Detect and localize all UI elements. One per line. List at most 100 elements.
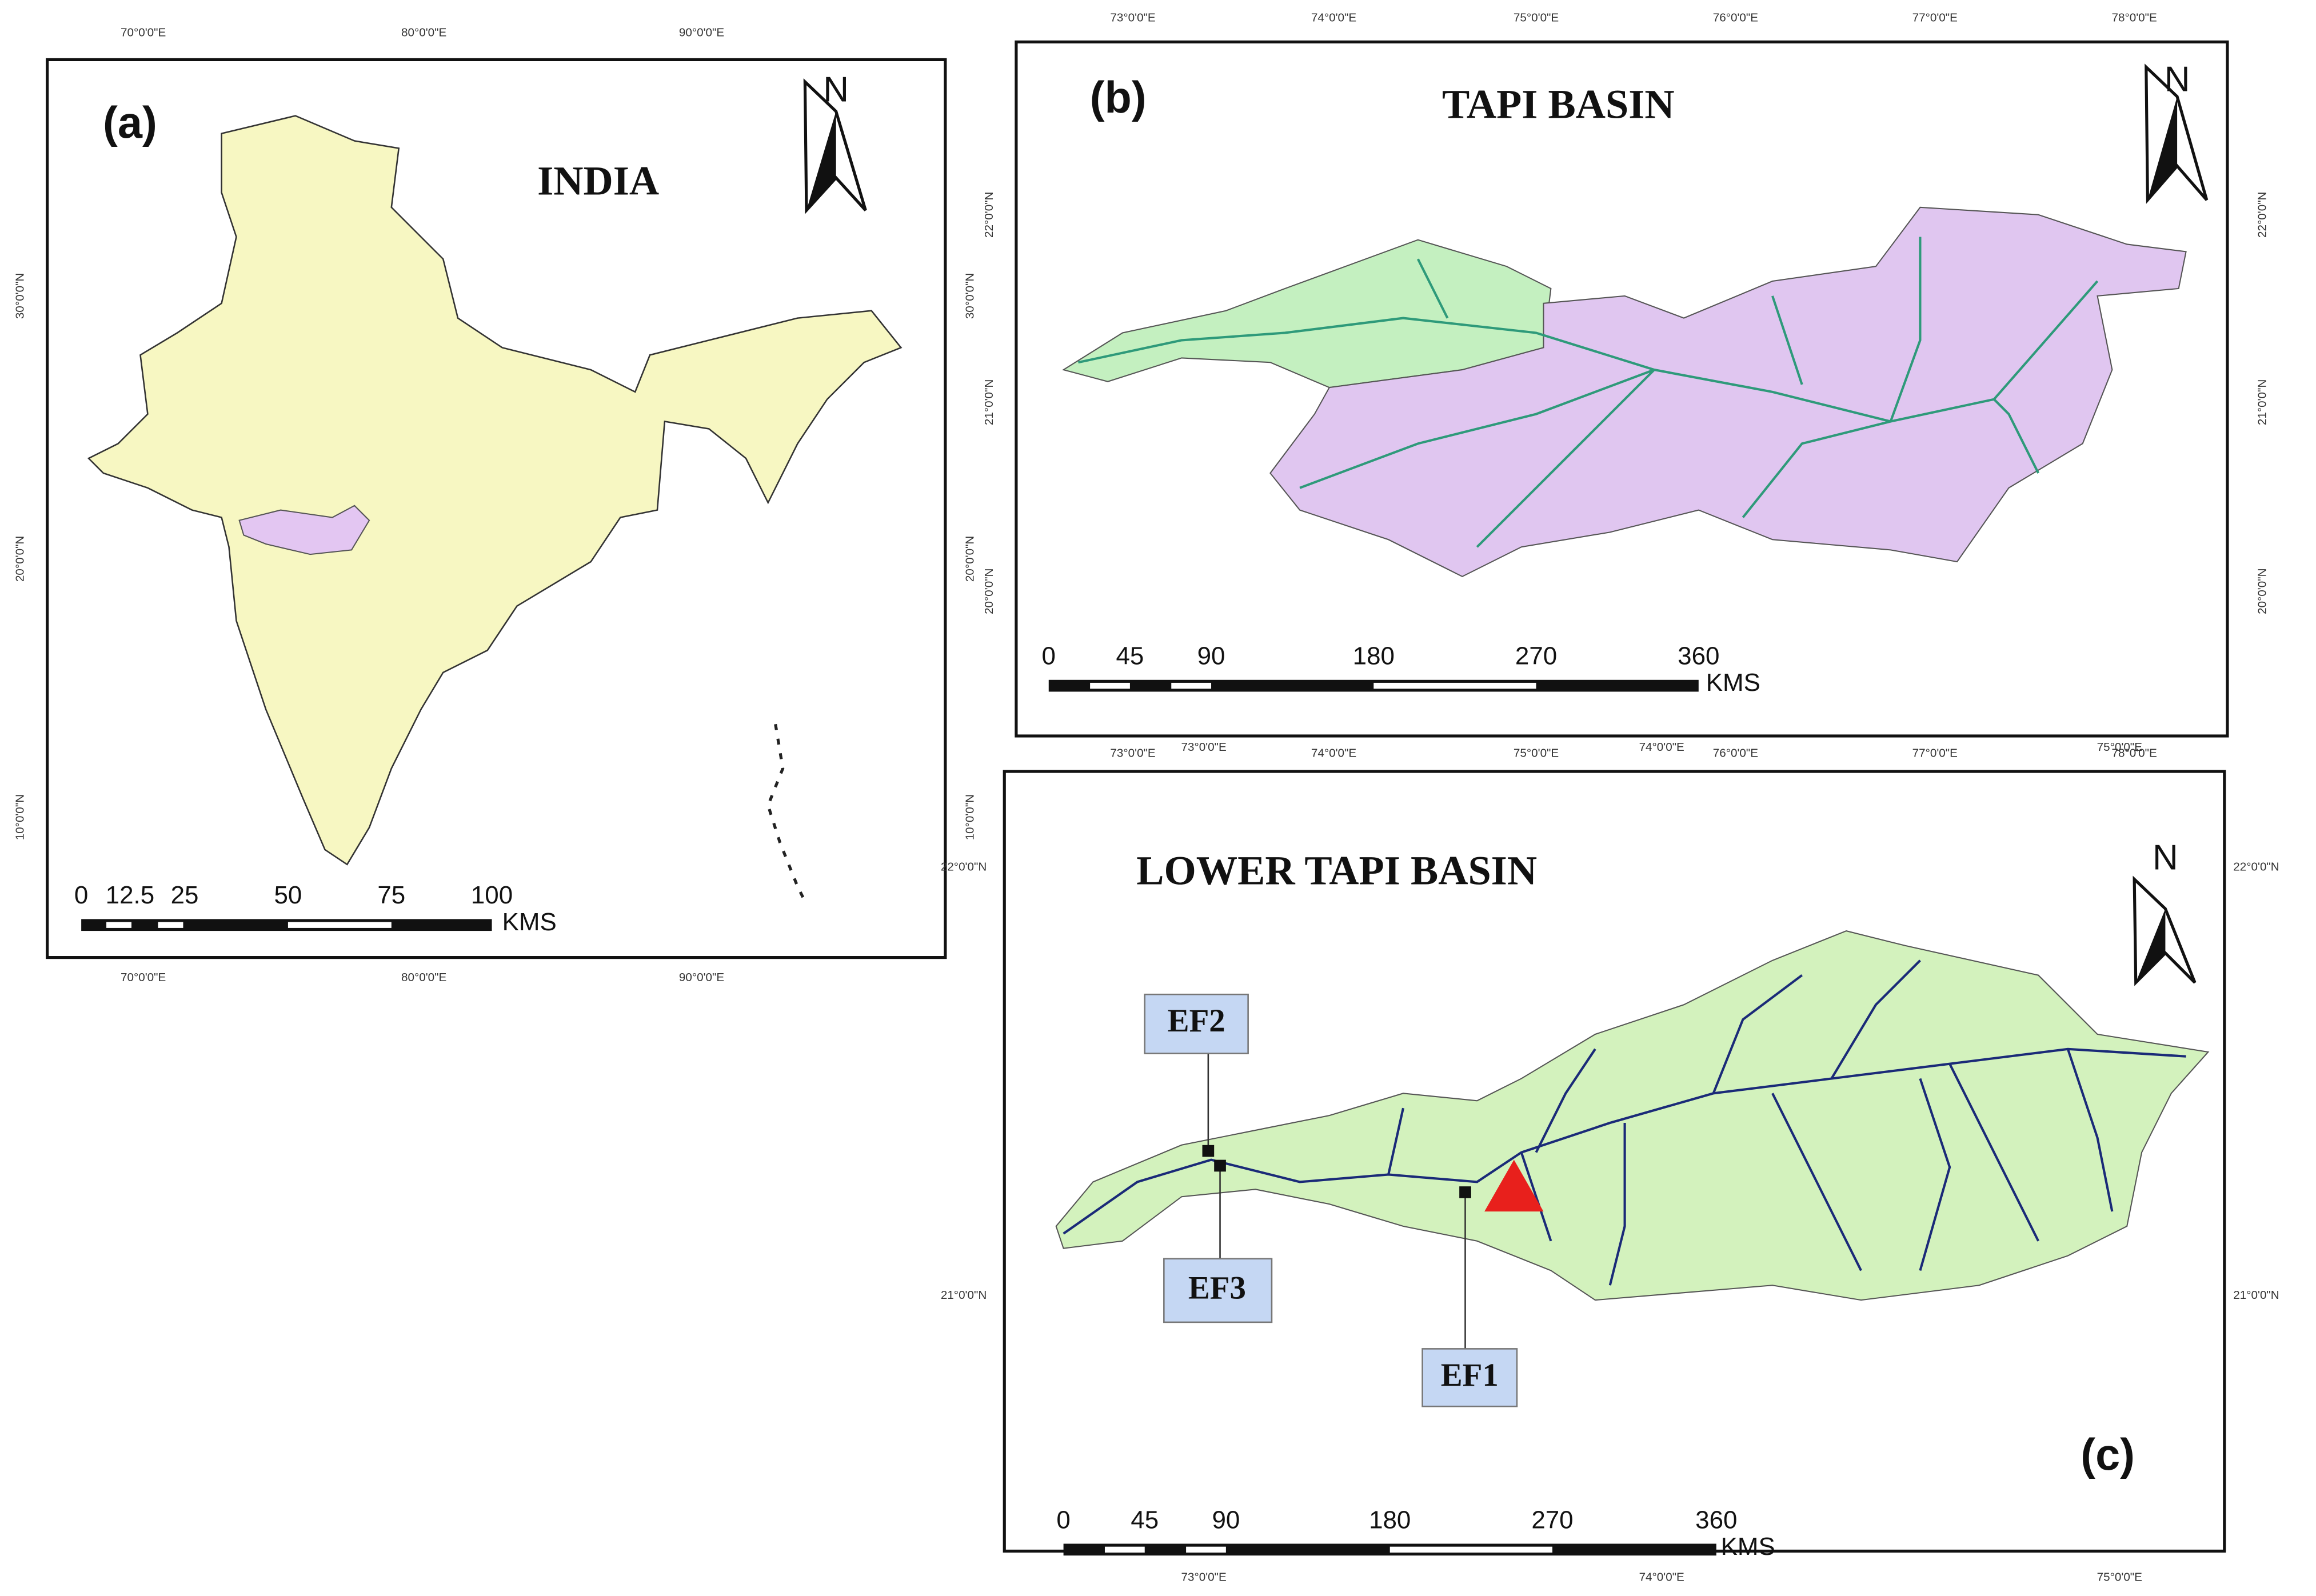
main-river-b bbox=[1078, 280, 2099, 423]
scale-bar-b-seg bbox=[1373, 682, 1536, 689]
lon-label-bottom: 73°0'0"E bbox=[1181, 1570, 1226, 1583]
panel-label: (c) bbox=[2081, 1430, 2135, 1479]
tapi-location bbox=[238, 505, 370, 555]
lat-label-right: 20°0'0"N bbox=[2255, 569, 2269, 614]
scale-bar-c-seg bbox=[1389, 1546, 1552, 1553]
scale-bar-c-seg bbox=[1104, 1546, 1145, 1553]
lon-label-top: 76°0'0"E bbox=[1713, 11, 1758, 25]
scale-bar-a-seg bbox=[106, 922, 131, 928]
scale-unit: KMS bbox=[1706, 669, 1760, 697]
tributaries-b bbox=[1299, 237, 2040, 548]
scale-label: 180 bbox=[1353, 642, 1395, 670]
scale-label: 270 bbox=[1515, 642, 1557, 670]
scale-unit: KMS bbox=[502, 908, 557, 936]
lon-label-top: 73°0'0"E bbox=[1181, 741, 1226, 754]
panel-title: LOWER TAPI BASIN bbox=[1136, 847, 1537, 893]
station-label: EF2 bbox=[1168, 1003, 1225, 1039]
lat-label-right: 30°0'0"N bbox=[963, 273, 976, 319]
lon-label-top: 74°0'0"E bbox=[1639, 741, 1684, 754]
lat-label-left: 21°0'0"N bbox=[941, 1289, 987, 1302]
scale-label: 0 bbox=[74, 881, 88, 909]
lon-label-bottom: 78°0'0"E bbox=[2112, 746, 2157, 759]
lat-label-left: 10°0'0"N bbox=[14, 794, 27, 840]
scale-label: 90 bbox=[1197, 642, 1225, 670]
lat-label-right: 22°0'0"N bbox=[2233, 860, 2279, 873]
panel-label: (a) bbox=[103, 98, 157, 147]
scale-label: 25 bbox=[171, 881, 199, 909]
lower-basin bbox=[1269, 206, 2187, 578]
lon-label-top: 75°0'0"E bbox=[1514, 11, 1559, 25]
panel-title: TAPI BASIN bbox=[1442, 81, 1675, 127]
lat-label-left: 20°0'0"N bbox=[983, 569, 996, 614]
lon-label-bottom: 76°0'0"E bbox=[1713, 746, 1758, 759]
rivers-b bbox=[1078, 237, 2099, 548]
scale-unit: KMS bbox=[1721, 1533, 1775, 1561]
lon-label-bottom: 75°0'0"E bbox=[2097, 1570, 2142, 1583]
scale-label: 45 bbox=[1131, 1506, 1159, 1534]
lon-label-top: 73°0'0"E bbox=[1110, 11, 1155, 25]
ef1-box bbox=[1421, 1348, 1518, 1407]
station-label: EF3 bbox=[1188, 1270, 1246, 1306]
lat-label-left: 20°0'0"N bbox=[14, 536, 27, 582]
scale-bar-a-seg bbox=[158, 922, 183, 928]
lon-label-bottom: 73°0'0"E bbox=[1110, 746, 1155, 759]
scale-bar-b-seg bbox=[1171, 682, 1212, 689]
lon-label-bottom: 77°0'0"E bbox=[1912, 746, 1958, 759]
scale-bar-c-seg bbox=[1186, 1546, 1226, 1553]
scale-label: 0 bbox=[1042, 642, 1056, 670]
scale-label: 90 bbox=[1212, 1506, 1240, 1534]
scale-bar-a bbox=[81, 919, 492, 931]
lon-label-top: 78°0'0"E bbox=[2112, 11, 2157, 25]
scale-bars bbox=[81, 679, 1716, 1556]
lon-label-bottom: 90°0'0"E bbox=[679, 971, 724, 984]
lat-label-left: 22°0'0"N bbox=[941, 860, 987, 873]
lon-label-top: 90°0'0"E bbox=[679, 26, 724, 39]
scale-bar-a-seg bbox=[287, 922, 392, 928]
red-triangle bbox=[1484, 1159, 1544, 1212]
lat-label-left: 30°0'0"N bbox=[14, 273, 27, 319]
lon-label-top: 74°0'0"E bbox=[1311, 11, 1356, 25]
tributaries-c bbox=[1387, 959, 2114, 1286]
lat-label-right: 22°0'0"N bbox=[2255, 192, 2269, 238]
ef3-marker bbox=[1214, 1159, 1226, 1172]
lon-label-bottom: 75°0'0"E bbox=[1514, 746, 1559, 759]
lat-label-right: 20°0'0"N bbox=[963, 536, 976, 582]
lon-label-bottom: 74°0'0"E bbox=[1639, 1570, 1684, 1583]
lon-label-bottom: 70°0'0"E bbox=[121, 971, 166, 984]
station-label: EF1 bbox=[1441, 1357, 1499, 1393]
lat-label-left: 22°0'0"N bbox=[983, 192, 996, 238]
scale-label: 75 bbox=[377, 881, 405, 909]
north-arrow-a-fill bbox=[806, 111, 836, 210]
scale-label: 100 bbox=[471, 881, 513, 909]
scale-label: 0 bbox=[1056, 1506, 1070, 1534]
ef2-box bbox=[1144, 993, 1249, 1054]
lon-label-top: 77°0'0"E bbox=[1912, 11, 1958, 25]
lon-label-bottom: 80°0'0"E bbox=[401, 971, 446, 984]
ef3-box bbox=[1163, 1258, 1273, 1323]
scale-label: 180 bbox=[1369, 1506, 1411, 1534]
lat-label-right: 21°0'0"N bbox=[2255, 379, 2269, 425]
lon-label-top: 70°0'0"E bbox=[121, 26, 166, 39]
lon-label-top: 80°0'0"E bbox=[401, 26, 446, 39]
scale-label: 360 bbox=[1695, 1506, 1737, 1534]
scale-label: 45 bbox=[1116, 642, 1144, 670]
lon-label-bottom: 74°0'0"E bbox=[1311, 746, 1356, 759]
panel-label: (b) bbox=[1090, 73, 1147, 122]
ef1-marker bbox=[1459, 1186, 1471, 1198]
lat-label-right: 21°0'0"N bbox=[2233, 1289, 2279, 1302]
lat-label-left: 21°0'0"N bbox=[983, 379, 996, 425]
ef2-marker bbox=[1202, 1145, 1215, 1157]
lat-label-right: 10°0'0"N bbox=[963, 794, 976, 840]
scale-label: 50 bbox=[274, 881, 302, 909]
rivers-c bbox=[1063, 959, 2186, 1286]
scale-label: 270 bbox=[1531, 1506, 1573, 1534]
panel-title: INDIA bbox=[537, 158, 659, 204]
stations bbox=[1144, 993, 1544, 1407]
north-label: N bbox=[823, 70, 849, 110]
india-outline bbox=[87, 115, 903, 866]
scale-label: 12.5 bbox=[106, 881, 155, 909]
islands bbox=[766, 723, 806, 902]
